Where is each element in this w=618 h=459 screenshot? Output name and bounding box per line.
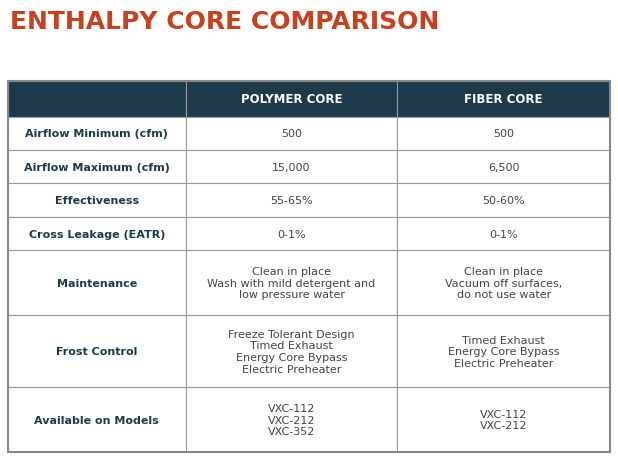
Bar xyxy=(397,151,610,184)
Text: Effectiveness: Effectiveness xyxy=(55,196,139,206)
Text: Timed Exhaust
Energy Core Bypass
Electric Preheater: Timed Exhaust Energy Core Bypass Electri… xyxy=(448,335,559,368)
Bar xyxy=(8,251,185,315)
Text: Frost Control: Frost Control xyxy=(56,347,137,356)
Text: VXC-112
VXC-212
VXC-352: VXC-112 VXC-212 VXC-352 xyxy=(268,403,315,437)
Bar xyxy=(397,184,610,218)
Bar xyxy=(397,387,610,452)
Bar xyxy=(8,387,185,452)
Text: 0-1%: 0-1% xyxy=(489,229,518,239)
Bar xyxy=(8,118,185,151)
Text: VXC-112
VXC-212: VXC-112 VXC-212 xyxy=(480,409,528,431)
Text: 0-1%: 0-1% xyxy=(277,229,306,239)
Bar xyxy=(8,82,185,118)
Bar xyxy=(185,315,397,387)
Bar xyxy=(397,315,610,387)
Text: Airflow Maximum (cfm): Airflow Maximum (cfm) xyxy=(24,162,170,173)
Bar xyxy=(185,118,397,151)
Bar xyxy=(185,184,397,218)
Bar xyxy=(397,218,610,251)
Bar xyxy=(8,151,185,184)
Bar xyxy=(397,82,610,118)
Bar xyxy=(185,218,397,251)
Bar xyxy=(8,184,185,218)
Text: FIBER CORE: FIBER CORE xyxy=(465,93,543,106)
Text: Freeze Tolerant Design
Timed Exhaust
Energy Core Bypass
Electric Preheater: Freeze Tolerant Design Timed Exhaust Ene… xyxy=(228,329,355,374)
Text: Airflow Minimum (cfm): Airflow Minimum (cfm) xyxy=(25,129,168,139)
Bar xyxy=(185,251,397,315)
Bar xyxy=(397,118,610,151)
Bar xyxy=(397,251,610,315)
Text: Cross Leakage (EATR): Cross Leakage (EATR) xyxy=(28,229,165,239)
Text: 15,000: 15,000 xyxy=(273,162,311,173)
Text: ENTHALPY CORE COMPARISON: ENTHALPY CORE COMPARISON xyxy=(10,10,439,34)
Text: 500: 500 xyxy=(493,129,514,139)
Bar xyxy=(8,218,185,251)
Text: POLYMER CORE: POLYMER CORE xyxy=(241,93,342,106)
Bar xyxy=(185,151,397,184)
Text: Available on Models: Available on Models xyxy=(35,415,159,425)
Bar xyxy=(185,387,397,452)
Text: 500: 500 xyxy=(281,129,302,139)
Bar xyxy=(185,82,397,118)
Text: 55-65%: 55-65% xyxy=(270,196,313,206)
Bar xyxy=(8,315,185,387)
Text: 6,500: 6,500 xyxy=(488,162,520,173)
Text: 50-60%: 50-60% xyxy=(483,196,525,206)
Text: Clean in place
Wash with mild detergent and
low pressure water: Clean in place Wash with mild detergent … xyxy=(208,267,376,300)
Bar xyxy=(8,82,610,452)
Text: Maintenance: Maintenance xyxy=(57,278,137,288)
Text: Clean in place
Vacuum off surfaces,
do not use water: Clean in place Vacuum off surfaces, do n… xyxy=(445,267,562,300)
